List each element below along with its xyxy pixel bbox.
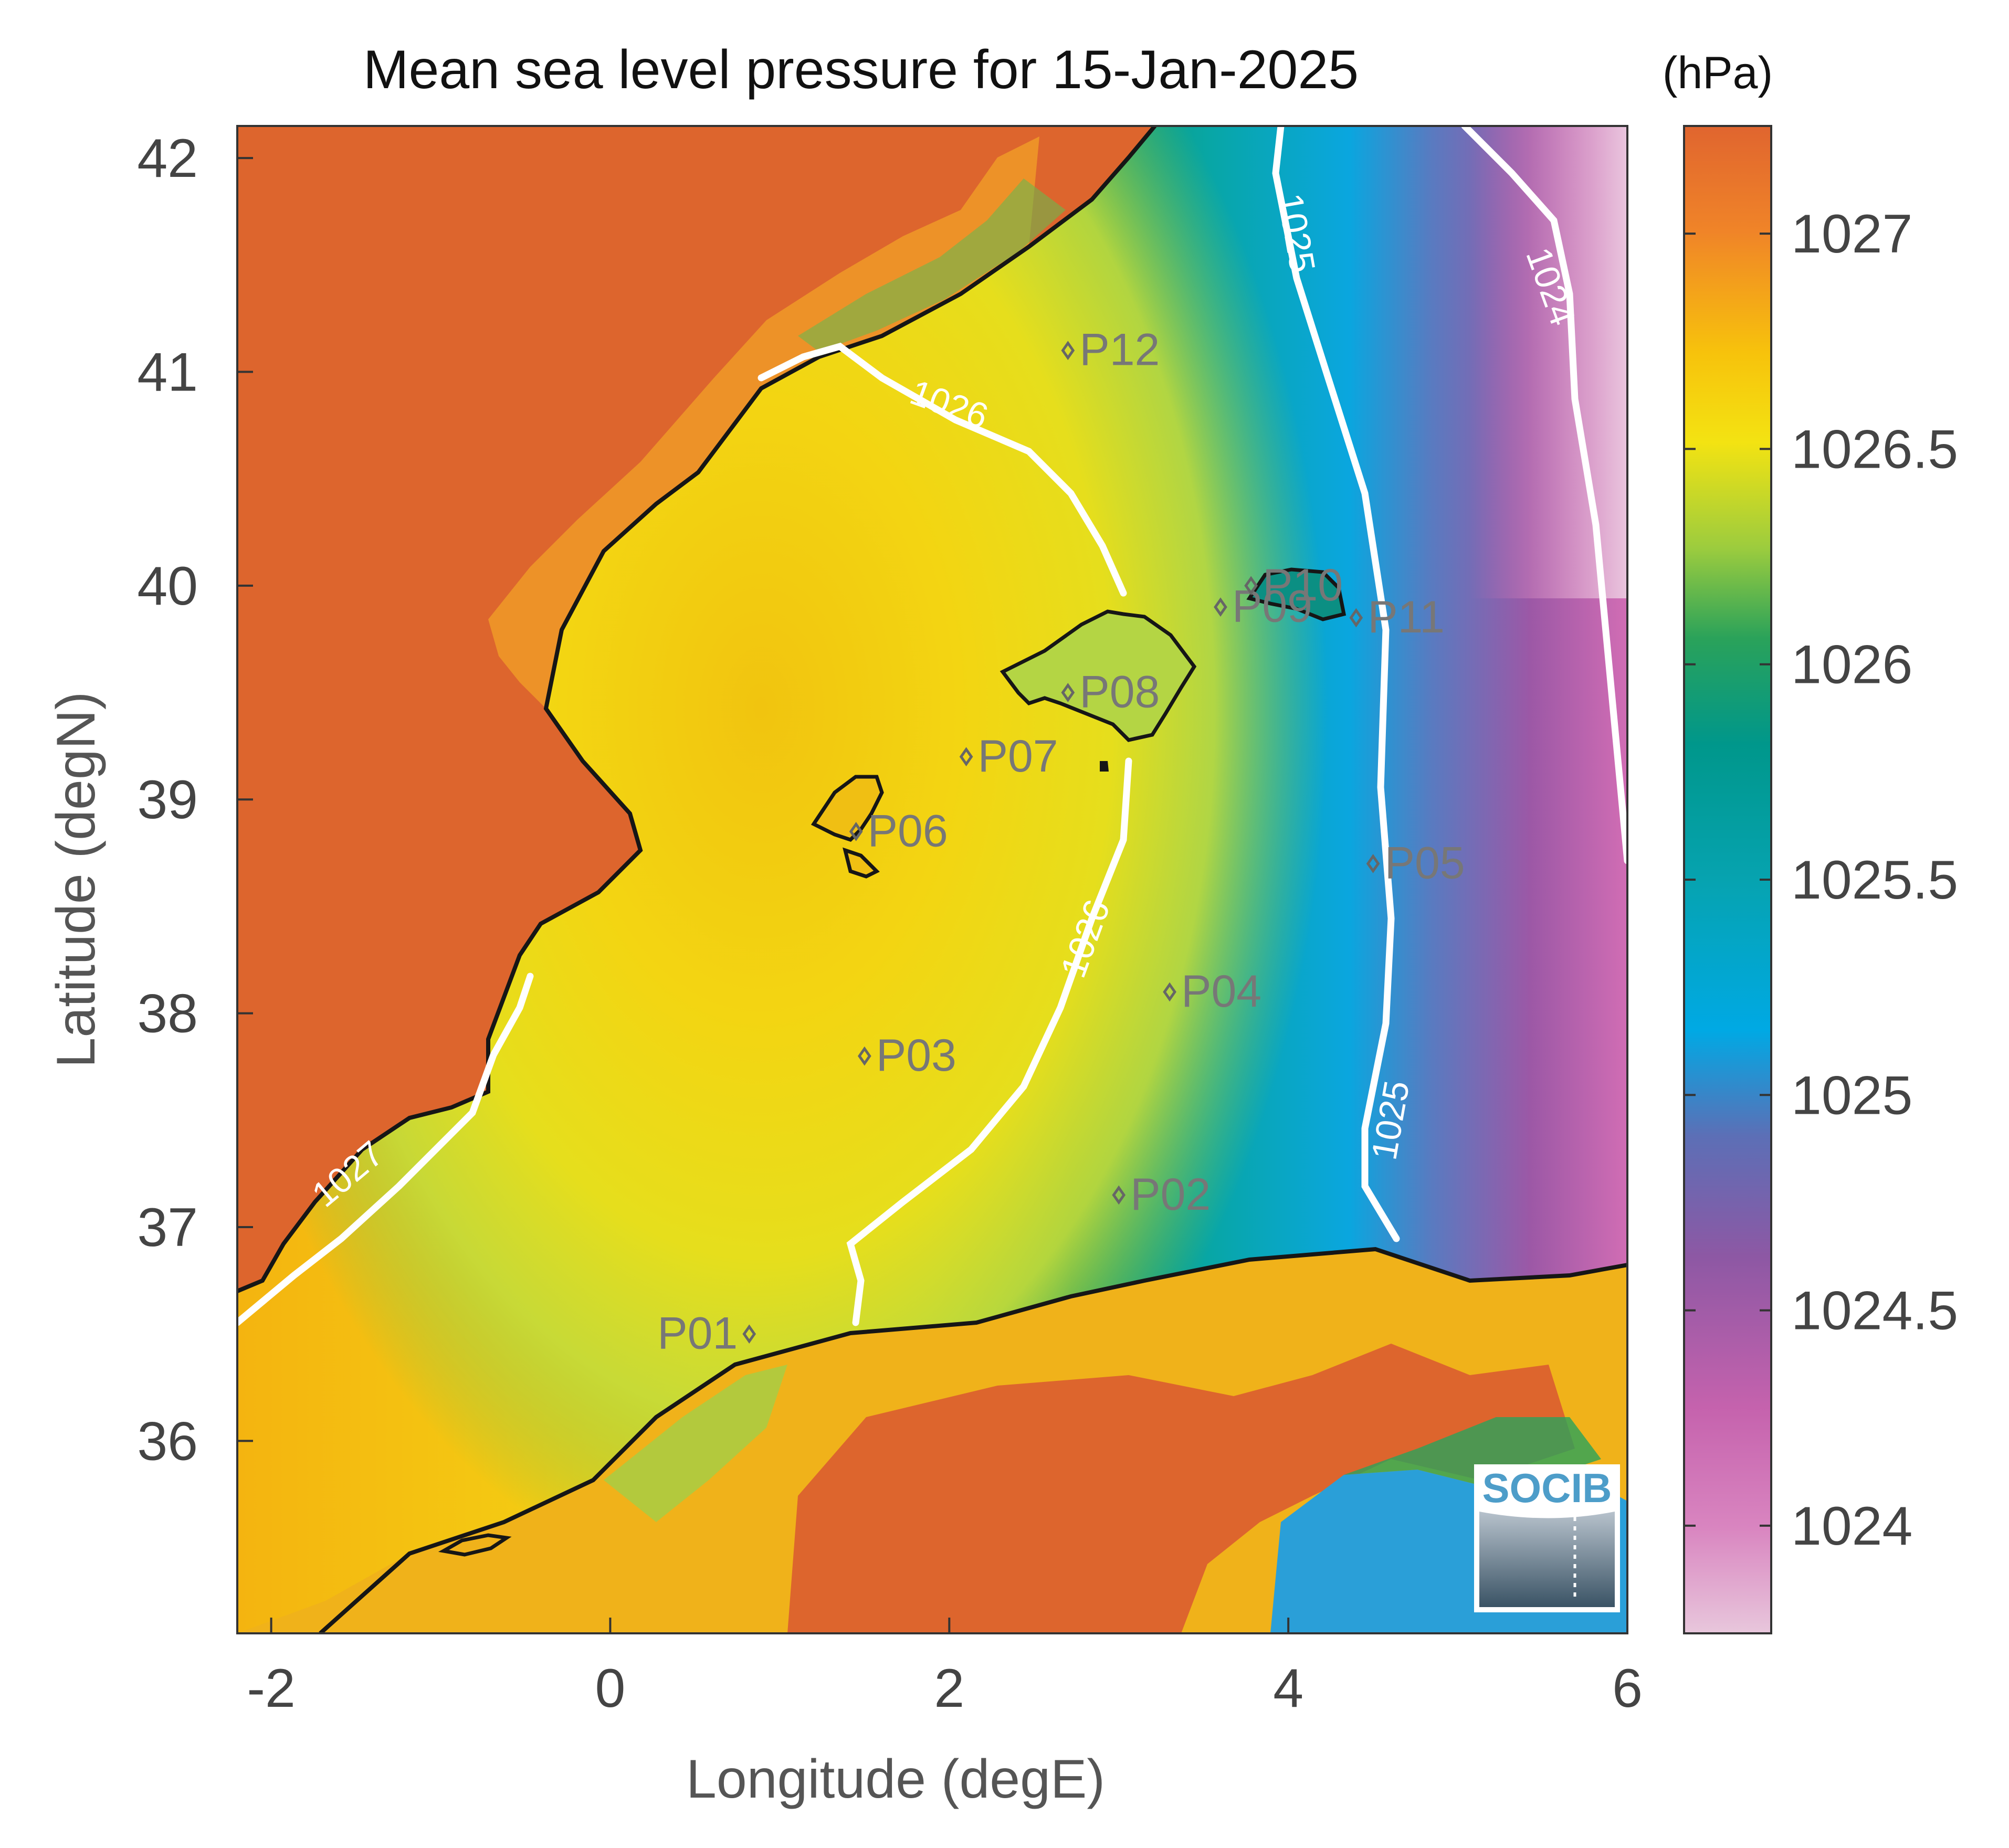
point-label-p01: P01 [657,1308,738,1359]
point-label-p06: P06 [868,806,948,856]
point-label-p03: P03 [876,1030,956,1081]
point-label-p12: P12 [1079,325,1160,375]
socib-logo: SOCIB [1474,1464,1620,1612]
iberia-coastline [237,126,1157,1293]
y-tick-label: 37 [137,1197,198,1258]
ibiza-island [811,775,884,842]
point-marker-p04 [1163,982,1176,1002]
isobar-1025 [1272,126,1400,1242]
formentera-island [843,847,880,879]
point-marker-p03 [857,1046,871,1066]
point-label-p07: P07 [978,731,1058,782]
isobar-1026-south [846,757,1132,1326]
map-frame [236,125,1628,1634]
y-tick-label: 39 [137,769,198,830]
point-marker-p09 [1214,597,1227,617]
colorbar-tick-label: 1026.5 [1791,419,1958,480]
x-tick-label: 4 [1273,1658,1303,1719]
y-axis-label: Latitude (degN) [46,692,107,1068]
y-tick-label: 42 [137,128,198,189]
point-marker-p05 [1366,854,1380,873]
iberia-coastal-green [798,178,1066,352]
north-africa-green-strip [604,1365,787,1522]
point-label-p09: P09 [1232,582,1312,632]
x-tick-label: -2 [247,1658,295,1719]
x-tick-label: 6 [1612,1658,1643,1719]
colorbar-ticks: 1027 1026.5 1026 1025.5 1025 1024.5 1024 [1684,204,1958,1557]
north-africa-highlands [787,1344,1575,1633]
point-label-p05: P05 [1385,838,1465,888]
point-marker-p10 [1244,576,1258,596]
alboran-island [438,1533,512,1557]
colorbar-tick-label: 1024 [1791,1496,1912,1557]
point-label-p02: P02 [1130,1169,1211,1220]
colorbar-tick-label: 1025 [1791,1065,1912,1126]
point-marker-p07 [959,747,973,767]
point-label-p08: P08 [1079,667,1160,717]
point-marker-p12 [1061,341,1075,361]
colorbar-unit-label: (hPa) [1663,48,1773,98]
sea-pressure-low-corner [1459,126,1627,598]
chart-title: Mean sea level pressure for 15-Jan-2025 [363,39,1359,100]
point-label-p04: P04 [1181,966,1261,1017]
colorbar-tick-label: 1025.5 [1791,850,1958,911]
menorca-island [1246,567,1347,621]
y-tick-label: 40 [137,556,198,617]
socib-logo-text: SOCIB [1482,1465,1612,1511]
point-marker-p01 [742,1324,756,1344]
point-marker-p11 [1349,608,1363,628]
mallorca-island [1000,609,1197,742]
x-axis: -2 0 2 4 6 [247,1618,1643,1719]
x-tick-label: 0 [595,1658,626,1719]
y-tick-label: 41 [137,342,198,403]
isobar-1027 [237,973,534,1326]
colorbar [1683,125,1772,1634]
x-tick-label: 2 [934,1658,964,1719]
cabrera-island [1100,761,1109,772]
point-marker-p06 [849,821,863,841]
north-africa-coastline [319,1247,1627,1633]
y-tick-label: 38 [137,984,198,1044]
y-tick-label: 36 [137,1411,198,1472]
point-label-p10: P10 [1263,560,1343,610]
point-marker-p02 [1112,1185,1126,1205]
colorbar-tick-label: 1027 [1791,204,1912,265]
point-marker-p08 [1061,683,1075,702]
y-axis: 42 41 40 39 38 37 36 [137,128,253,1472]
iberia-land [237,126,1155,1291]
isobar-1026-north [758,342,1127,597]
point-label-p11: P11 [1368,592,1445,642]
colorbar-tick-label: 1024.5 [1791,1281,1958,1342]
isobar-1024 [1461,126,1627,864]
colorbar-tick-label: 1026 [1791,635,1912,695]
x-axis-label: Longitude (degE) [686,1749,1105,1810]
